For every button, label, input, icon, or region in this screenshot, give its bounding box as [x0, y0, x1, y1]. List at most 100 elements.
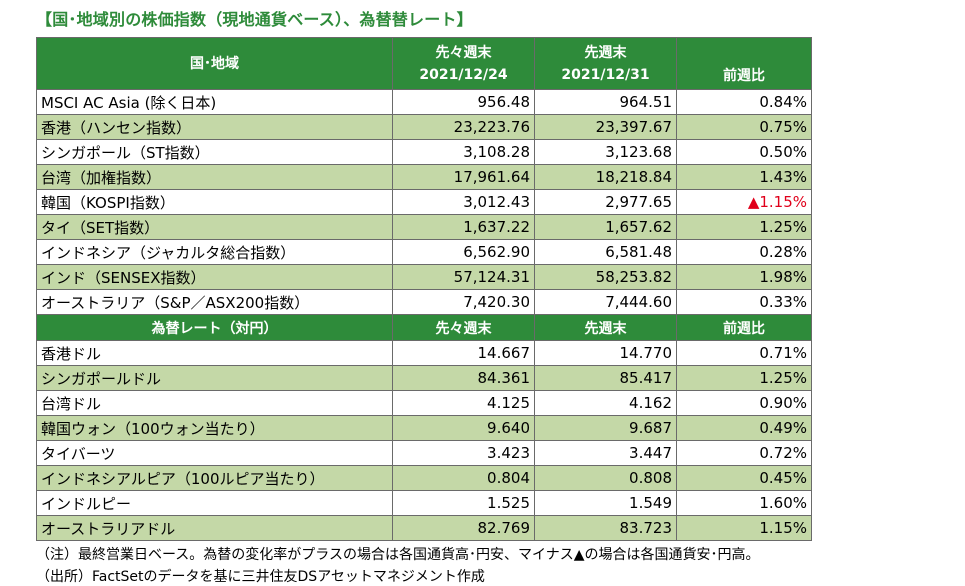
row-prev2-value: 1,637.22	[392, 214, 535, 240]
row-prev1-value: 23,397.67	[534, 114, 677, 140]
row-prev2-value: 956.48	[392, 89, 535, 115]
row-change-value: 0.45%	[676, 465, 812, 491]
row-prev2-value: 82.769	[392, 515, 535, 541]
table-row: タイバーツ 3.423 3.447 0.72%	[36, 440, 812, 466]
row-prev1-value: 1,657.62	[534, 214, 677, 240]
row-name: オーストラリア（S&P／ASX200指数）	[36, 289, 393, 315]
row-change-value: 0.72%	[676, 440, 812, 466]
market-table: 国･地域 先々週末 2021/12/24 先週末 2021/12/31 前週比 …	[36, 37, 812, 541]
row-change-value: 1.43%	[676, 164, 812, 190]
row-prev2-value: 3,108.28	[392, 139, 535, 165]
stock-rows: MSCI AC Asia (除く日本) 956.48 964.51 0.84% 香港（ハ…	[36, 89, 812, 315]
header-change: 前週比	[676, 37, 812, 90]
row-name: インドルピー	[36, 490, 393, 516]
row-name: 香港（ハンセン指数）	[36, 114, 393, 140]
row-name: インドネシア（ジャカルタ総合指数）	[36, 239, 393, 265]
page-title: 【国･地域別の株価指数（現地通貨ベース）、為替替レート】	[36, 10, 473, 29]
row-change-value: 1.15%	[676, 515, 812, 541]
table-row: 台湾ドル 4.125 4.162 0.90%	[36, 390, 812, 416]
table-row: 韓国（KOSPI指数） 3,012.43 2,977.65 ▲1.15%	[36, 189, 812, 215]
row-prev1-value: 7,444.60	[534, 289, 677, 315]
row-prev1-value: 85.417	[534, 365, 677, 391]
table-row: 韓国ウォン（100ウォン当たり） 9.640 9.687 0.49%	[36, 415, 812, 441]
row-prev1-value: 2,977.65	[534, 189, 677, 215]
note-remark: （注）最終営業日ベース。為替の変化率がプラスの場合は各国通貨高･円安、マイナス▲…	[36, 547, 760, 563]
table-row: オーストラリアドル 82.769 83.723 1.15%	[36, 515, 812, 541]
fx-header-row: 為替レート（対円） 先々週末 先週末 前週比	[36, 314, 812, 341]
row-change-value: 0.75%	[676, 114, 812, 140]
header-region: 国･地域	[36, 37, 393, 90]
row-name: 香港ドル	[36, 340, 393, 366]
row-prev1-value: 0.808	[534, 465, 677, 491]
row-change-value: 1.25%	[676, 365, 812, 391]
row-prev1-value: 83.723	[534, 515, 677, 541]
row-prev2-value: 23,223.76	[392, 114, 535, 140]
row-prev2-value: 6,562.90	[392, 239, 535, 265]
table-row: インド（SENSEX指数） 57,124.31 58,253.82 1.98%	[36, 264, 812, 290]
table-row: シンガポールドル 84.361 85.417 1.25%	[36, 365, 812, 391]
fx-header-prev1: 先週末	[534, 314, 677, 341]
row-change-value: 1.98%	[676, 264, 812, 290]
table-row: インドネシア（ジャカルタ総合指数） 6,562.90 6,581.48 0.28%	[36, 239, 812, 265]
table-row: 台湾（加権指数） 17,961.64 18,218.84 1.43%	[36, 164, 812, 190]
header-prev1: 先週末 2021/12/31	[534, 37, 677, 90]
row-prev2-value: 0.804	[392, 465, 535, 491]
row-name: タイ（SET指数）	[36, 214, 393, 240]
table-row: MSCI AC Asia (除く日本) 956.48 964.51 0.84%	[36, 89, 812, 115]
row-prev1-value: 1.549	[534, 490, 677, 516]
row-prev1-value: 3,123.68	[534, 139, 677, 165]
header-prev1-date: 2021/12/31	[561, 66, 650, 83]
row-change-value: 0.50%	[676, 139, 812, 165]
row-name: 韓国（KOSPI指数）	[36, 189, 393, 215]
row-name: インド（SENSEX指数）	[36, 264, 393, 290]
fx-header-prev2: 先々週末	[392, 314, 535, 341]
row-prev2-value: 3.423	[392, 440, 535, 466]
fx-rows: 香港ドル 14.667 14.770 0.71% シンガポールドル 84.361 85.41…	[36, 340, 812, 541]
row-prev1-value: 6,581.48	[534, 239, 677, 265]
row-change-value: 0.28%	[676, 239, 812, 265]
row-name: インドネシアルピア（100ルピア当たり）	[36, 465, 393, 491]
header-prev1-label: 先週末	[584, 44, 627, 61]
row-prev2-value: 9.640	[392, 415, 535, 441]
header-prev2-label: 先々週末	[435, 44, 492, 61]
row-prev1-value: 3.447	[534, 440, 677, 466]
row-prev1-value: 9.687	[534, 415, 677, 441]
table-row: 香港（ハンセン指数） 23,223.76 23,397.67 0.75%	[36, 114, 812, 140]
row-prev2-value: 17,961.64	[392, 164, 535, 190]
row-change-value: 1.60%	[676, 490, 812, 516]
table-row: インドルピー 1.525 1.549 1.60%	[36, 490, 812, 516]
table-row: オーストラリア（S&P／ASX200指数） 7,420.30 7,444.60 0.3…	[36, 289, 812, 315]
row-prev2-value: 1.525	[392, 490, 535, 516]
table-row: タイ（SET指数） 1,637.22 1,657.62 1.25%	[36, 214, 812, 240]
row-prev1-value: 14.770	[534, 340, 677, 366]
header-prev2-date: 2021/12/24	[419, 66, 508, 83]
row-change-value: 0.90%	[676, 390, 812, 416]
stock-header-row: 国･地域 先々週末 2021/12/24 先週末 2021/12/31 前週比	[36, 37, 812, 90]
row-name: 韓国ウォン（100ウォン当たり）	[36, 415, 393, 441]
fx-header-change: 前週比	[676, 314, 812, 341]
row-name: 台湾ドル	[36, 390, 393, 416]
row-change-value: 0.71%	[676, 340, 812, 366]
row-prev1-value: 4.162	[534, 390, 677, 416]
row-name: シンガポール（ST指数）	[36, 139, 393, 165]
fx-header-region: 為替レート（対円）	[36, 314, 393, 341]
table-row: シンガポール（ST指数） 3,108.28 3,123.68 0.50%	[36, 139, 812, 165]
row-prev2-value: 3,012.43	[392, 189, 535, 215]
row-prev2-value: 7,420.30	[392, 289, 535, 315]
row-name: オーストラリアドル	[36, 515, 393, 541]
table-row: インドネシアルピア（100ルピア当たり） 0.804 0.808 0.45%	[36, 465, 812, 491]
row-name: シンガポールドル	[36, 365, 393, 391]
row-prev1-value: 58,253.82	[534, 264, 677, 290]
row-change-value: 0.33%	[676, 289, 812, 315]
row-prev1-value: 18,218.84	[534, 164, 677, 190]
row-change-value: 1.25%	[676, 214, 812, 240]
row-change-value: 0.49%	[676, 415, 812, 441]
row-prev2-value: 57,124.31	[392, 264, 535, 290]
row-name: 台湾（加権指数）	[36, 164, 393, 190]
row-name: タイバーツ	[36, 440, 393, 466]
row-change-value: ▲1.15%	[676, 189, 812, 215]
row-prev2-value: 84.361	[392, 365, 535, 391]
row-prev2-value: 14.667	[392, 340, 535, 366]
row-prev1-value: 964.51	[534, 89, 677, 115]
table-row: 香港ドル 14.667 14.770 0.71%	[36, 340, 812, 366]
